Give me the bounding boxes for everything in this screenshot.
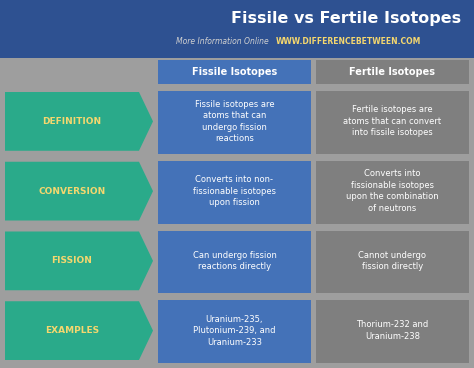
Text: Can undergo fission
reactions directly: Can undergo fission reactions directly <box>192 251 276 271</box>
Polygon shape <box>5 301 153 360</box>
Text: Converts into
fissionable isotopes
upon the combination
of neutrons: Converts into fissionable isotopes upon … <box>346 169 439 213</box>
Text: DEFINITION: DEFINITION <box>43 117 101 126</box>
FancyBboxPatch shape <box>316 91 469 154</box>
FancyBboxPatch shape <box>158 60 311 84</box>
Text: EXAMPLES: EXAMPLES <box>45 326 99 335</box>
Text: Thorium-232 and
Uranium-238: Thorium-232 and Uranium-238 <box>356 321 428 341</box>
Polygon shape <box>5 92 153 151</box>
FancyBboxPatch shape <box>158 161 311 223</box>
FancyBboxPatch shape <box>316 300 469 363</box>
FancyBboxPatch shape <box>158 230 311 293</box>
Polygon shape <box>5 162 153 220</box>
FancyBboxPatch shape <box>158 300 311 363</box>
Polygon shape <box>5 231 153 290</box>
Text: CONVERSION: CONVERSION <box>38 187 106 196</box>
Text: Fertile isotopes are
atoms that can convert
into fissile isotopes: Fertile isotopes are atoms that can conv… <box>344 105 442 137</box>
Text: Fissile Isotopes: Fissile Isotopes <box>192 67 277 77</box>
Text: Uranium-235,
Plutonium-239, and
Uranium-233: Uranium-235, Plutonium-239, and Uranium-… <box>193 315 276 347</box>
Text: Fertile Isotopes: Fertile Isotopes <box>349 67 436 77</box>
Text: Converts into non-
fissionable isotopes
upon fission: Converts into non- fissionable isotopes … <box>193 175 276 207</box>
Text: Fissile vs Fertile Isotopes: Fissile vs Fertile Isotopes <box>231 11 461 26</box>
FancyBboxPatch shape <box>316 230 469 293</box>
FancyBboxPatch shape <box>316 60 469 84</box>
Text: Fissile isotopes are
atoms that can
undergo fission
reactions: Fissile isotopes are atoms that can unde… <box>195 100 274 143</box>
Text: Cannot undergo
fission directly: Cannot undergo fission directly <box>358 251 427 271</box>
Text: WWW.DIFFERENCEBETWEEN.COM: WWW.DIFFERENCEBETWEEN.COM <box>276 37 421 46</box>
Text: FISSION: FISSION <box>52 256 92 265</box>
FancyBboxPatch shape <box>0 0 474 58</box>
FancyBboxPatch shape <box>158 91 311 154</box>
FancyBboxPatch shape <box>316 161 469 223</box>
Text: More Information Online: More Information Online <box>176 37 269 46</box>
